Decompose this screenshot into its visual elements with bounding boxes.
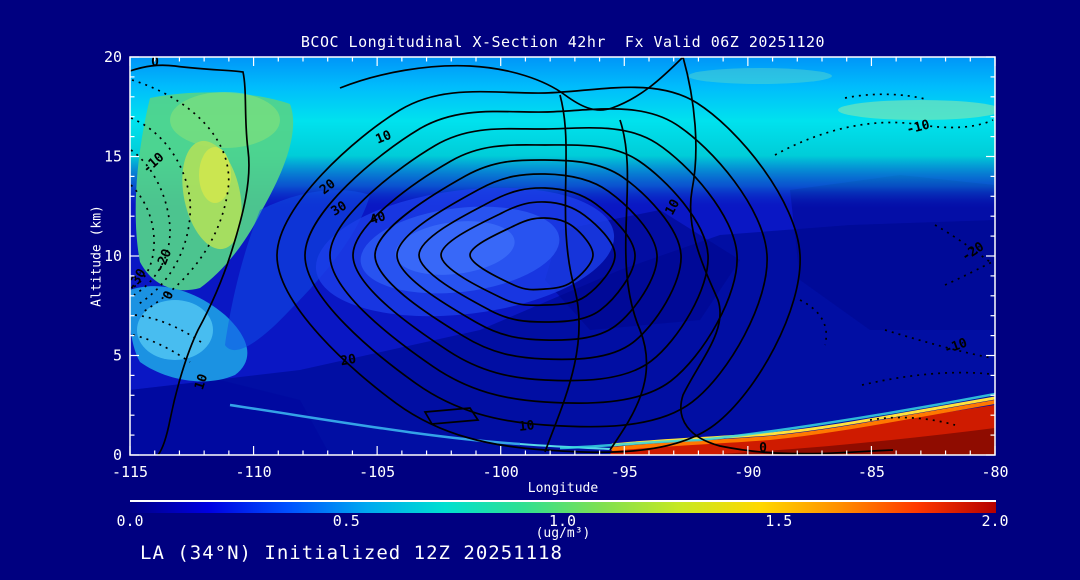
field-aqua-streak-right: [838, 100, 995, 120]
x-tick-label: -85: [858, 463, 885, 481]
contour-label-20: 20: [339, 352, 357, 370]
field-dark-pocket-right: [790, 175, 995, 330]
field-dark-bottom-left: [130, 380, 330, 455]
x-tick-label: -105: [359, 463, 395, 481]
field-cyan-tongue-core: [137, 300, 213, 360]
field-blue-fan: [225, 190, 370, 351]
contour-label-30: 30: [329, 198, 350, 219]
chart-title: BCOC Longitudinal X-Section 42hr Fx Vali…: [300, 33, 826, 51]
contour-label-0: 0: [759, 441, 767, 456]
colorbar-tick-label: 0.5: [332, 512, 360, 530]
colorbar-tick-label: 1.5: [765, 512, 793, 530]
contour-ring-5: [276, 86, 801, 454]
contour-label-10: 10: [663, 197, 684, 218]
field-cyan-fringe: [559, 392, 995, 450]
y-tick-label: 15: [104, 148, 122, 166]
contour-label-40: 40: [368, 209, 388, 228]
contour-label-10: 10: [374, 128, 394, 148]
contour-ring-20: [352, 144, 709, 382]
contour-label-10: 10: [192, 372, 211, 392]
x-tick-label: -115: [112, 463, 148, 481]
x-tick-label: -100: [483, 463, 519, 481]
colorbar-tick-label: 0.0: [116, 512, 144, 530]
dotted-left-2: [130, 117, 192, 306]
field-core-inner: [395, 221, 515, 275]
x-tick-label: -110: [236, 463, 272, 481]
filled-contour-field: [130, 57, 995, 455]
dotted-right-5: [884, 329, 993, 359]
dotted-contour-lines: [130, 79, 994, 426]
contour-ring-40: [440, 201, 616, 307]
contour-label-10: 10: [518, 418, 535, 435]
dotted-right-4: [944, 261, 993, 286]
x-tick-label: -95: [611, 463, 638, 481]
dotted-right-8: [869, 416, 956, 426]
x-axis-title: Longitude: [527, 481, 599, 496]
y-tick-label: 0: [113, 446, 122, 464]
y-axis-title: Altitude (km): [89, 205, 105, 307]
contour-ring-15: [329, 126, 738, 405]
contour-wiggle-mid1: [609, 119, 648, 451]
x-tick-label: -80: [981, 463, 1008, 481]
y-tick-label: 5: [113, 347, 122, 365]
contour-label-0: 0: [151, 55, 159, 70]
contour-ring-35: [418, 187, 636, 323]
contour-ring-30: [396, 173, 658, 341]
field-dark-red: [700, 428, 995, 455]
field-orange-fringe: [611, 400, 995, 451]
dotted-right-2: [844, 93, 926, 100]
contour-envelope-right: [339, 57, 894, 455]
colorbar-tick-label: 2.0: [981, 512, 1009, 530]
solid-contour-rings: [276, 86, 801, 454]
y-tick-label: 10: [104, 247, 122, 265]
colorbar-units: (ug/m³): [535, 526, 591, 541]
dotted-right-6: [861, 371, 991, 386]
dotted-right-7: [799, 299, 828, 346]
contour-ring-10: [304, 108, 768, 428]
field-green-patch-upper: [170, 92, 280, 148]
solid-contour-lines: [130, 57, 894, 455]
contour-zero-left: [130, 64, 250, 455]
contour-small-closed: [423, 407, 480, 425]
dotted-left-5: [134, 314, 206, 346]
contour-ring-25: [374, 159, 682, 361]
colorbar-tick-label: 1.0: [548, 512, 577, 530]
field-yellow-core: [199, 147, 231, 203]
y-tick-label: 20: [104, 48, 122, 66]
axis-ticks: [129, 56, 996, 456]
x-tick-label: -90: [734, 463, 761, 481]
init-annotation: LA (34°N) Initialized 12Z 20251118: [140, 542, 563, 564]
field-aqua-streak-top: [688, 68, 832, 84]
field-dark-lower: [130, 220, 995, 455]
contour-label--10: -10: [905, 117, 932, 137]
colorbar: [130, 500, 996, 513]
dotted-right-3: [934, 224, 994, 265]
contour-wiggle-mid2: [544, 94, 580, 453]
